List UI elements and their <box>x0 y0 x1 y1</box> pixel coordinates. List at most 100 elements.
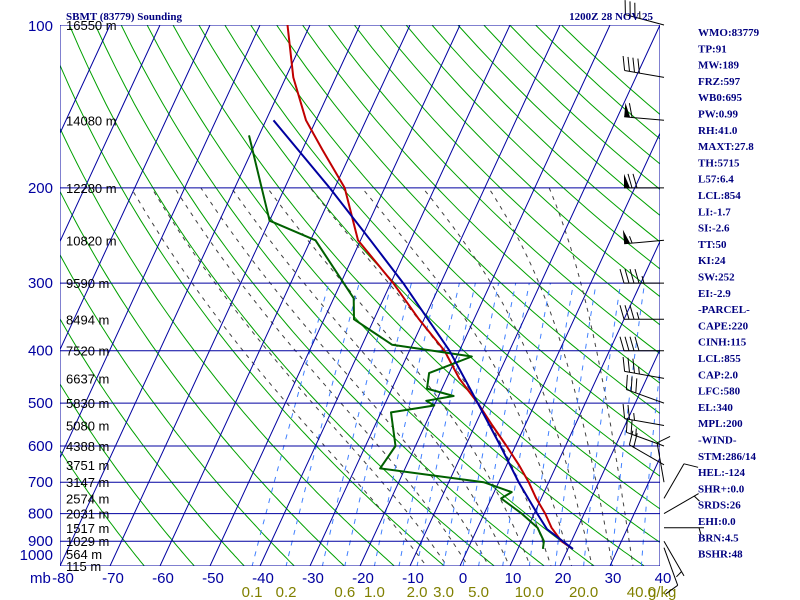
wind-barb <box>624 173 664 189</box>
temperature-tick-label: 40 <box>655 570 672 587</box>
wind-barb <box>619 336 664 352</box>
isotherm-line <box>409 25 660 566</box>
dry-adiabat-line <box>431 25 660 243</box>
wind-barb <box>619 305 664 320</box>
temperature-tick-label: 0 <box>459 570 467 587</box>
wind-barbs <box>619 0 704 595</box>
temperature-tick-labels: -80 -70 -60 -50 -40 -30 -20 -10 0 10 20 30 40 <box>52 570 671 587</box>
moist-adiabat-line <box>130 187 427 566</box>
mixing-ratio-line <box>416 282 476 566</box>
mixing-ratio-tick-label: 0.1 <box>242 584 263 600</box>
dry-adiabat-line <box>301 25 660 384</box>
isotherm-line <box>559 348 660 566</box>
temperature-tick-label: -10 <box>402 570 424 587</box>
pressure-unit-label: mb <box>30 570 51 587</box>
stability-indices-panel: WMO:83779 TP:91 MW:189 FRZ:597 WB0:695 PW:0.9… <box>698 27 760 561</box>
wind-barb <box>622 229 665 245</box>
index-line: CINH:115 <box>698 337 747 349</box>
mixing-ratio-line <box>610 283 646 566</box>
height-label: 12280 m <box>66 181 117 196</box>
dry-adiabat-line <box>68 25 496 566</box>
height-label: 1029 m <box>66 534 109 549</box>
index-line: L57:6.4 <box>698 174 734 186</box>
dry-adiabat-line <box>534 25 660 140</box>
dry-adiabat-line <box>483 25 660 191</box>
moist-adiabat-line <box>309 187 552 566</box>
adiabat-lines <box>60 25 660 566</box>
dry-adiabat-line <box>60 253 296 566</box>
moist-adiabat-line <box>151 187 448 566</box>
moist-adiabat-line <box>230 187 511 566</box>
wind-barb <box>624 102 665 121</box>
isotherm-line <box>459 132 660 566</box>
index-line: SHR+:0.0 <box>698 483 745 495</box>
pressure-tick-label: 900 <box>28 533 53 550</box>
index-line: -WIND- <box>698 435 737 447</box>
isotherm-line <box>159 25 411 566</box>
mixing-ratio-tick-label: 2.0 <box>407 584 428 600</box>
height-label: 7520 m <box>66 344 109 359</box>
index-line: LI:-1.7 <box>698 206 731 218</box>
height-label: 8494 m <box>66 312 109 327</box>
pressure-tick-label: 500 <box>28 395 53 412</box>
wind-barb <box>622 356 665 379</box>
index-line: PW:0.99 <box>698 109 739 121</box>
mixing-ratio-tick-label: 40.0 <box>627 584 656 600</box>
mixing-ratio-line <box>321 282 392 566</box>
mixing-ratio-tick-label: 20.0 <box>569 584 598 600</box>
dry-adiabat-line <box>198 25 660 510</box>
isotherm-line <box>609 456 660 566</box>
mixing-ratio-lines <box>251 282 660 566</box>
isotherm-line <box>359 25 611 566</box>
height-label: 5080 m <box>66 419 109 434</box>
isotherm-line <box>509 240 660 566</box>
temperature-tick-label: -80 <box>52 570 74 587</box>
index-line: LCL:854 <box>698 190 741 202</box>
isotherm-line <box>60 25 211 351</box>
dry-adiabat-line <box>60 127 396 566</box>
mixing-ratio-unit-label: g/kg <box>648 584 676 600</box>
mixing-ratio-line <box>285 282 360 566</box>
index-line: TT:50 <box>698 239 727 251</box>
isotherm-line <box>60 25 111 135</box>
moist-adiabat-line <box>200 187 490 566</box>
index-line: LFC:580 <box>698 386 741 398</box>
dewpoint-profile-line <box>248 135 545 550</box>
isotherm-line <box>109 25 361 566</box>
sounding-profiles <box>248 25 574 550</box>
height-label: 10820 m <box>66 233 117 248</box>
wind-barb <box>622 55 665 78</box>
pressure-tick-label: 1000 <box>20 547 53 564</box>
dry-adiabat-line <box>60 190 346 566</box>
index-line: SI:-2.6 <box>698 223 730 235</box>
mixing-ratio-line <box>640 365 660 566</box>
dry-adiabat-line <box>146 25 646 566</box>
dry-adiabat-line <box>224 25 660 477</box>
index-line: EI:-2.9 <box>698 288 731 300</box>
height-label: 3751 m <box>66 458 109 473</box>
moist-adiabat-line <box>361 187 573 566</box>
height-label: 2031 m <box>66 507 109 522</box>
index-line: BRN:4.5 <box>698 532 739 544</box>
dry-adiabat-line <box>94 25 546 566</box>
mixing-ratio-tick-label: 5.0 <box>468 584 489 600</box>
dry-adiabat-line <box>327 25 660 355</box>
wind-barb <box>663 493 700 515</box>
pressure-tick-label: 600 <box>28 438 53 455</box>
pressure-tick-label: 400 <box>28 343 53 360</box>
index-line: BSHR:48 <box>698 549 743 561</box>
temperature-tick-label: 30 <box>605 570 622 587</box>
temperature-tick-label: -50 <box>202 570 224 587</box>
wind-barb <box>619 268 664 284</box>
isotherm-line <box>60 25 261 459</box>
plot-frame <box>60 25 660 566</box>
index-line: WB0:695 <box>698 92 743 104</box>
wind-barb <box>622 404 665 426</box>
index-line: STM:286/14 <box>698 451 757 463</box>
index-line: RH:41.0 <box>698 125 738 137</box>
mixing-ratio-tick-label: 0.2 <box>276 584 297 600</box>
index-line: WMO:83779 <box>698 27 760 39</box>
temperature-tick-label: -20 <box>352 570 374 587</box>
dry-adiabat-line <box>457 25 660 217</box>
